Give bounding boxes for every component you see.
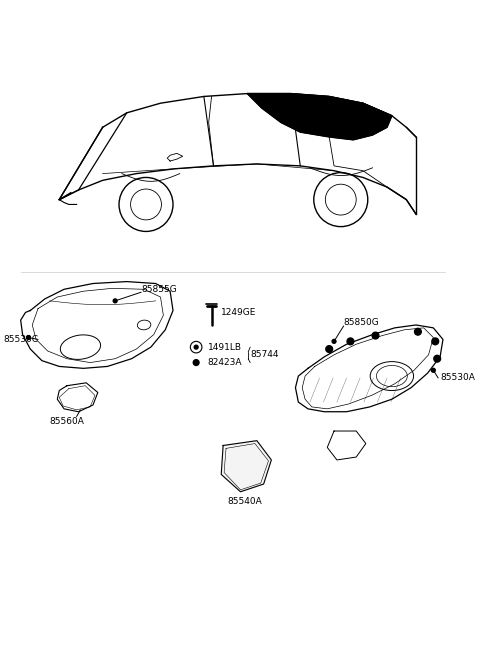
Circle shape [434, 355, 441, 362]
Circle shape [432, 338, 439, 345]
Text: 1491LB: 1491LB [208, 343, 242, 352]
Circle shape [432, 368, 435, 372]
Text: 85530A: 85530A [440, 373, 475, 382]
Polygon shape [247, 93, 392, 140]
Circle shape [332, 340, 336, 343]
Circle shape [194, 345, 198, 349]
Text: 85560A: 85560A [49, 417, 84, 426]
Circle shape [113, 299, 117, 303]
Polygon shape [221, 441, 271, 492]
Text: 85744: 85744 [250, 351, 279, 360]
Text: 1249GE: 1249GE [221, 308, 257, 317]
Circle shape [347, 338, 354, 345]
Circle shape [193, 360, 199, 365]
Circle shape [372, 332, 379, 339]
Text: 85540A: 85540A [227, 497, 262, 506]
Text: 85850G: 85850G [344, 318, 379, 327]
Text: 85855G: 85855G [141, 284, 177, 294]
Circle shape [26, 336, 30, 340]
Text: 85530C: 85530C [3, 335, 38, 344]
Circle shape [415, 329, 421, 335]
Circle shape [326, 345, 333, 353]
Text: 82423A: 82423A [208, 358, 242, 367]
